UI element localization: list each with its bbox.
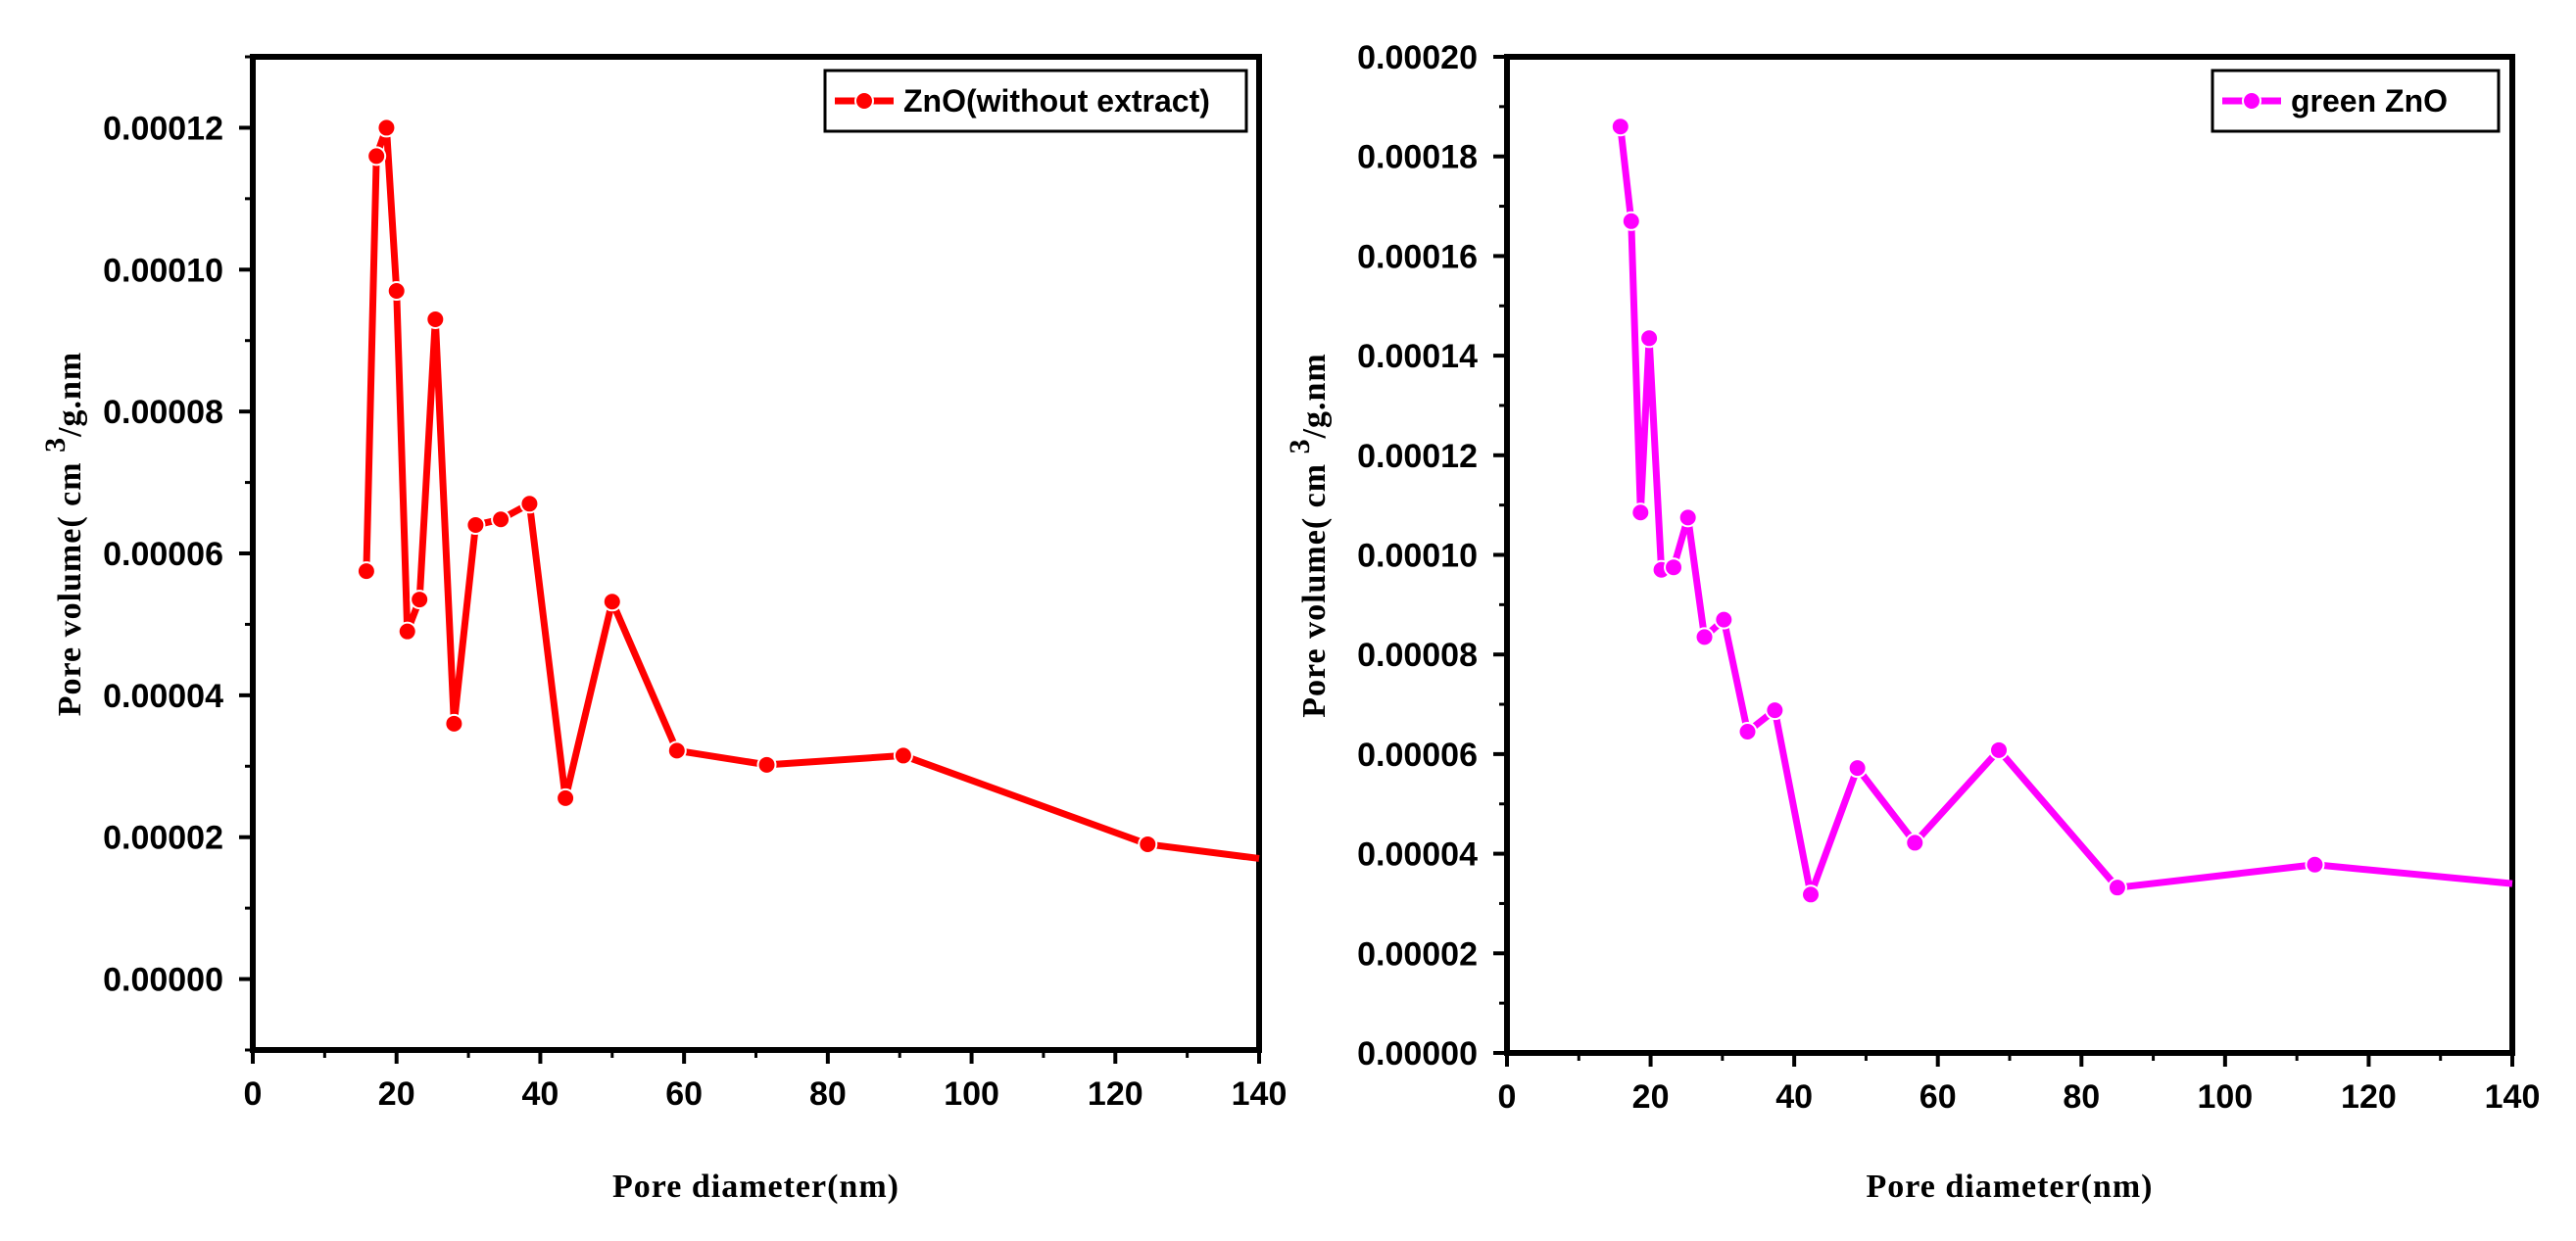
data-point [491,509,511,530]
legend-box [823,69,1248,133]
x-tick-label: 0 [244,1075,263,1113]
data-point [386,281,407,302]
data-point [1630,502,1651,523]
data-point [1694,627,1715,647]
x-tick-label: 60 [1920,1078,1957,1116]
data-point [444,713,464,734]
legend: green ZnO [2211,69,2501,133]
y-tick-label: 0.00018 [1357,139,1478,176]
x-axis-title: Pore diameter(nm) [612,1169,899,1205]
x-tick-label: 100 [2197,1078,2253,1116]
y-tick-label: 0.00006 [103,536,223,573]
legend: ZnO(without extract) [823,69,1248,133]
data-point [1905,833,1925,853]
y-tick-label: 0.00004 [1357,836,1478,874]
data-point [1737,722,1758,742]
y-tick-label: 0.00008 [103,394,223,431]
x-tick-label: 0 [1498,1078,1517,1116]
y-tick-label: 0.00020 [1357,39,1478,76]
data-point [1989,740,2010,760]
y-tick-label: 0.00010 [1357,538,1478,575]
data-point [602,592,622,612]
y-tick-label: 0.00004 [103,678,223,715]
data-point [1621,211,1641,231]
x-tick-label: 120 [1088,1075,1143,1113]
x-tick-label: 140 [1232,1075,1288,1113]
data-point [425,309,446,329]
legend-label: green ZnO [2291,83,2448,119]
x-tick-label: 40 [1775,1078,1813,1116]
data-point [1664,557,1684,578]
x-tick-label: 20 [1632,1078,1670,1116]
y-tick-label: 0.00012 [103,110,223,147]
y-axis-title: Pore volume( cm 3/g.nm [39,352,88,717]
y-tick-label: 0.00014 [1357,338,1478,375]
x-tick-label: 20 [378,1075,415,1113]
data-point [465,515,486,536]
data-point [376,118,397,138]
data-point [893,745,913,766]
chart-2: 0 20 40 60 80 100 120 140 0.00000 0.00002 0.00004 0… [1284,39,2540,1205]
x-tick-label: 80 [809,1075,847,1113]
data-point [756,754,777,775]
data-point [1765,700,1785,721]
series-line [363,123,1260,862]
data-point [1800,884,1821,905]
x-tick-label: 40 [522,1075,559,1113]
data-point [1610,117,1630,137]
data-point [1639,328,1660,349]
x-axis-title: Pore diameter(nm) [1867,1169,2154,1205]
legend-swatch-marker [2242,91,2261,111]
x-tick-label: 100 [944,1075,999,1113]
y-tick-label: 0.00000 [103,962,223,999]
data-point [410,590,430,610]
legend-label: ZnO(without extract) [903,83,1210,119]
data-point [1847,758,1868,779]
y-tick-label: 0.00000 [1357,1035,1478,1073]
series-line [1617,125,2513,898]
y-tick-label: 0.00008 [1357,637,1478,674]
y-tick-label: 0.00010 [103,252,223,289]
y-tick-label: 0.00006 [1357,737,1478,774]
legend-swatch-marker [854,91,874,111]
y-tick-label: 0.00002 [103,820,223,857]
x-tick-label: 60 [665,1075,703,1113]
data-point [2305,854,2325,875]
y-tick-label: 0.00016 [1357,238,1478,275]
x-tick-label: 120 [2341,1078,2397,1116]
data-point [397,621,417,642]
data-point [1714,609,1734,630]
x-tick-label: 80 [2063,1078,2100,1116]
x-tick-label: 140 [2485,1078,2541,1116]
data-point [2107,878,2127,898]
y-tick-label: 0.00002 [1357,935,1478,973]
data-point [366,146,387,167]
y-tick-label: 0.00012 [1357,438,1478,475]
data-point [519,494,540,514]
data-point [556,788,576,808]
y-axis-title: Pore volume( cm 3/g.nm [1284,353,1333,718]
data-point [1677,507,1698,528]
data-point [356,561,376,582]
chart-1: 0 20 40 60 80 100 120 140 0.00000 0.00002 0.00004 0… [39,54,1288,1205]
data-point [666,740,687,761]
data-point [1138,834,1158,854]
